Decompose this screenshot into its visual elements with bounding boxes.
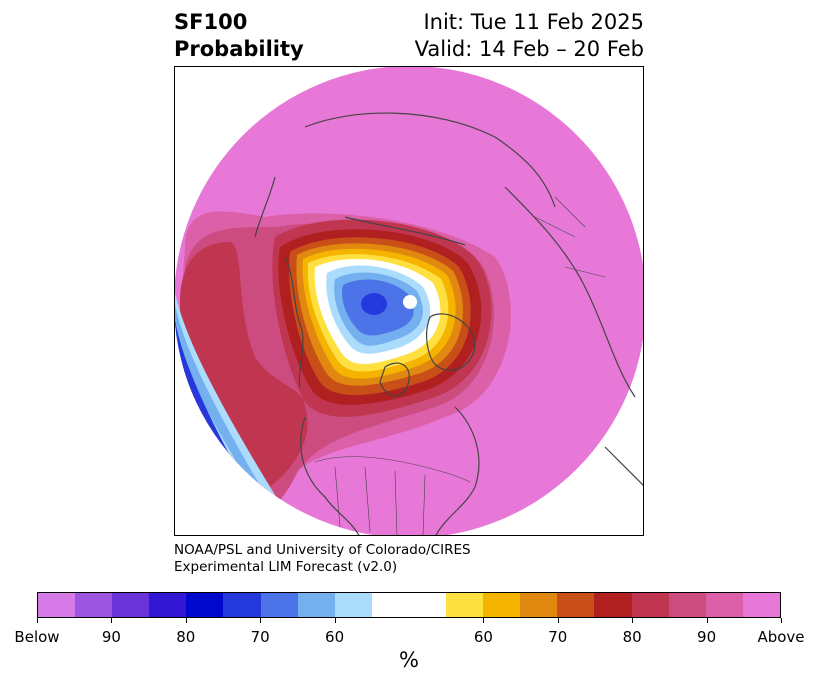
colorbar-segment: [446, 593, 484, 617]
coast-europe: [504, 186, 636, 398]
colorbar-tick-mark: [37, 618, 38, 623]
credit-line-1: NOAA/PSL and University of Colorado/CIRE…: [174, 542, 471, 558]
coast-alaska: [284, 256, 304, 388]
border-us-canada: [314, 456, 471, 483]
credit-text: NOAA/PSL and University of Colorado/CIRE…: [174, 542, 471, 576]
state-borders: [314, 196, 606, 535]
colorbar-segment: [705, 593, 743, 617]
border-us-states: [334, 466, 426, 535]
coast-japan: [254, 176, 276, 238]
init-date: Init: Tue 11 Feb 2025: [423, 10, 644, 34]
colorbar-tick-label: Above: [757, 628, 805, 646]
colorbar-tick-label: Below: [14, 628, 60, 646]
colorbar: [37, 592, 781, 618]
colorbar-segment: [223, 593, 261, 617]
colorbar-segment: [668, 593, 706, 617]
colorbar-segment: [742, 593, 780, 617]
title-product: Probability: [174, 37, 304, 61]
colorbar-tick-label: 70: [250, 628, 270, 646]
valid-range: Valid: 14 Feb – 20 Feb: [414, 37, 644, 61]
colorbar-segment: [75, 593, 113, 617]
colorbar-tick-label: 90: [697, 628, 717, 646]
polar-map: [175, 67, 643, 535]
coast-asia: [304, 112, 556, 208]
colorbar-segment: [297, 593, 335, 617]
colorbar-segment: [260, 593, 298, 617]
colorbar-tick-label: 80: [622, 628, 642, 646]
colorbar-segment: [334, 593, 372, 617]
colorbar-tick-mark: [334, 618, 336, 623]
colorbar-tick-label: 60: [473, 628, 493, 646]
coast-north-america: [300, 416, 360, 535]
colorbar-segment: [186, 593, 224, 617]
colorbar-tick-label: 60: [325, 628, 345, 646]
colorbar-segment: [557, 593, 595, 617]
forecast-dates: Init: Tue 11 Feb 2025 Valid: 14 Feb – 20…: [415, 9, 644, 63]
colorbar-tick-mark: [706, 618, 708, 623]
coast-hudson-bay: [379, 362, 410, 397]
map-panel: [174, 66, 644, 536]
coast-arabia: [604, 446, 643, 486]
colorbar-segment: [38, 593, 76, 617]
coast-greenland: [426, 313, 476, 371]
colorbar-tick-mark: [185, 618, 187, 623]
colorbar-segment: [149, 593, 187, 617]
chart-title: SF100 Probability: [174, 9, 304, 63]
colorbar-tick-mark: [111, 618, 113, 623]
colorbar-segment: [594, 593, 632, 617]
coast-siberia: [344, 216, 466, 246]
colorbar-segment: [408, 593, 447, 617]
prob-below-70: [361, 293, 387, 315]
colorbar-tick-mark: [557, 618, 559, 623]
colorbar-tick-mark: [260, 618, 262, 623]
prob-neutral-hole: [403, 295, 417, 309]
colorbar-tick-mark: [781, 618, 782, 623]
coastlines: [254, 112, 643, 535]
colorbar-segment: [483, 593, 521, 617]
colorbar-segment: [520, 593, 558, 617]
colorbar-tick-mark: [483, 618, 485, 623]
coast-east-canada: [435, 406, 480, 535]
border-europe: [534, 196, 606, 278]
colorbar-tick-label: 70: [548, 628, 568, 646]
colorbar-segment: [631, 593, 669, 617]
colorbar-tick-label: 90: [101, 628, 121, 646]
title-variable: SF100: [174, 10, 248, 34]
colorbar-unit: %: [399, 648, 419, 672]
colorbar-segment: [371, 593, 409, 617]
colorbar-segment: [112, 593, 150, 617]
colorbar-tick-label: 80: [176, 628, 196, 646]
colorbar-tick-mark: [632, 618, 634, 623]
credit-line-2: Experimental LIM Forecast (v2.0): [174, 559, 398, 575]
